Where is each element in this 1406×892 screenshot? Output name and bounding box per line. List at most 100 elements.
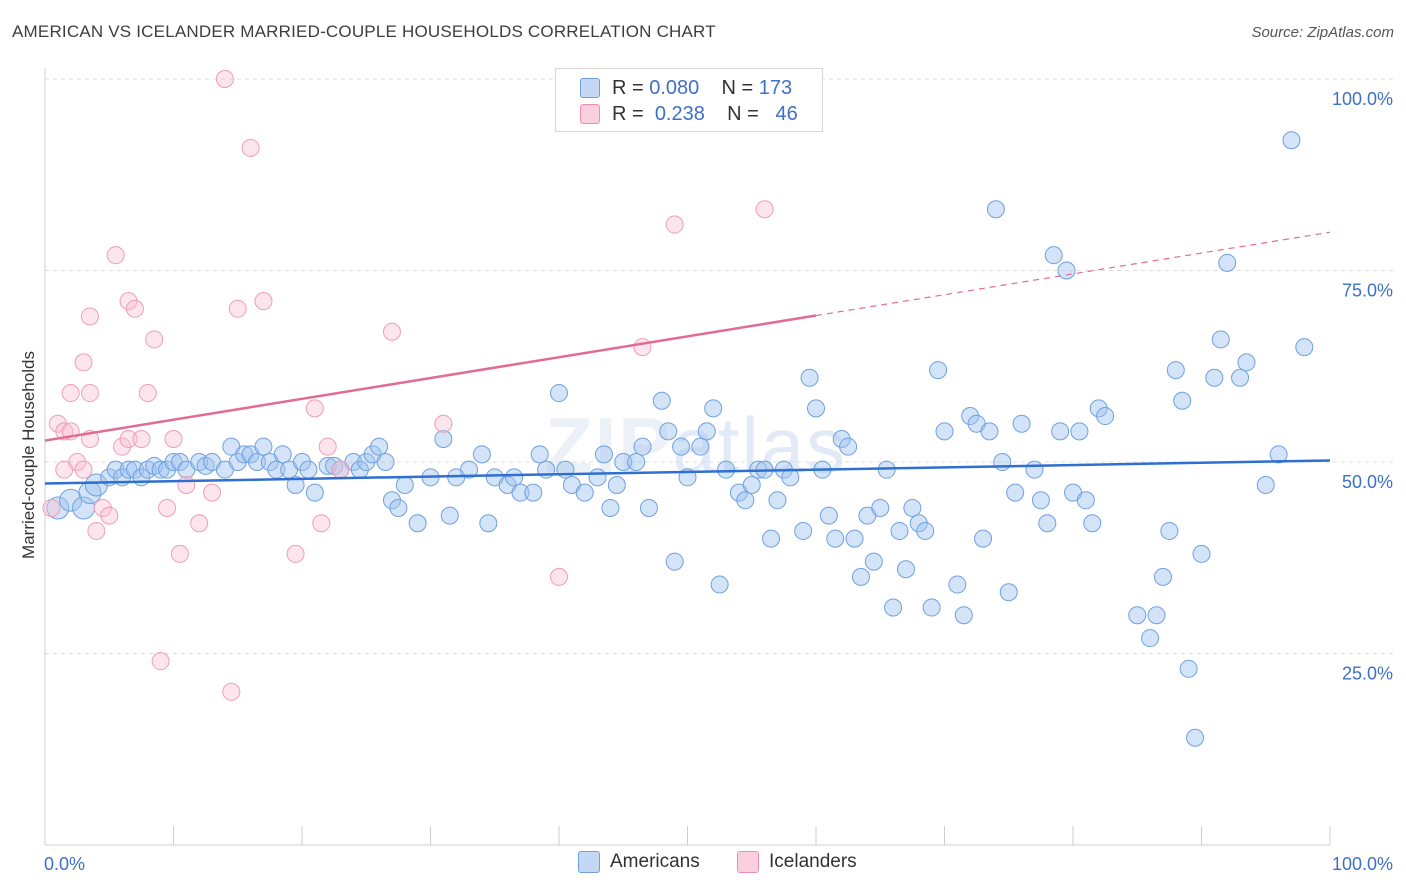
- american-point: [273, 445, 292, 464]
- icelander-point: [203, 483, 222, 502]
- icelander-point: [164, 430, 183, 449]
- american-point: [710, 575, 729, 594]
- y-tick-label: 50.0%: [1342, 472, 1393, 492]
- americans-trend-line: [44, 459, 1331, 485]
- american-point: [299, 460, 318, 479]
- american-point: [479, 514, 498, 533]
- icelander-point: [215, 70, 234, 88]
- american-point: [909, 514, 928, 533]
- american-point: [665, 552, 684, 571]
- american-point: [1147, 606, 1166, 625]
- american-point: [768, 491, 787, 510]
- icelander-point: [177, 475, 196, 494]
- icelander-point: [125, 299, 144, 318]
- american-point: [408, 514, 427, 533]
- american-point: [524, 483, 543, 502]
- american-point: [916, 521, 935, 540]
- american-point: [659, 422, 678, 441]
- icelander-point: [312, 514, 331, 533]
- icelander-point: [132, 430, 151, 449]
- icelander-point: [145, 330, 164, 349]
- correlation-legend: R = 0.080 N = 173 R = 0.238 N = 46: [555, 68, 823, 132]
- chart-source: Source: ZipAtlas.com: [1251, 24, 1394, 41]
- american-point: [807, 399, 825, 418]
- american-point: [607, 475, 626, 494]
- american-point: [1269, 445, 1288, 464]
- american-point: [1282, 131, 1301, 150]
- icelander-point: [138, 384, 157, 403]
- american-point: [1051, 422, 1070, 441]
- american-point: [717, 460, 736, 479]
- american-point: [376, 453, 395, 471]
- american-point: [948, 575, 967, 594]
- icelander-point: [190, 514, 209, 533]
- american-point: [704, 399, 723, 418]
- y-tick-label: 75.0%: [1342, 281, 1393, 301]
- american-point: [1192, 544, 1211, 563]
- american-point: [627, 453, 646, 471]
- american-point: [832, 430, 851, 449]
- american-point: [357, 453, 376, 471]
- legend-row-icelanders: R = 0.238 N = 46: [580, 102, 798, 126]
- american-point: [389, 498, 408, 517]
- american-point: [1211, 330, 1230, 349]
- american-point: [1025, 460, 1044, 479]
- icelander-point: [106, 246, 125, 265]
- american-point: [254, 437, 273, 456]
- icelander-point: [158, 498, 177, 517]
- legend-r-americans: 0.080: [649, 76, 700, 99]
- icelander-point: [87, 521, 106, 540]
- american-point: [890, 521, 909, 540]
- icelander-point: [633, 338, 652, 357]
- american-point: [980, 422, 999, 441]
- american-point: [434, 430, 453, 449]
- icelander-point: [119, 430, 138, 449]
- american-point: [864, 552, 883, 571]
- bottom-legend-icelanders: Icelanders: [737, 851, 857, 873]
- american-point: [961, 407, 980, 426]
- american-point: [614, 453, 633, 471]
- american-point: [652, 391, 671, 410]
- icelander-point: [665, 215, 684, 234]
- icelander-point: [241, 138, 260, 157]
- american-point: [1166, 361, 1185, 380]
- american-point: [511, 483, 530, 502]
- american-point: [460, 460, 479, 479]
- american-point: [639, 498, 658, 517]
- american-point: [871, 498, 890, 517]
- american-point: [1083, 514, 1102, 533]
- american-point: [84, 473, 108, 497]
- american-point: [46, 496, 70, 520]
- american-point: [370, 437, 389, 456]
- bottom-legend-swatch-americans: [578, 851, 600, 873]
- american-point: [293, 453, 311, 471]
- american-point: [305, 483, 324, 502]
- icelander-point: [550, 567, 568, 586]
- american-point: [903, 498, 922, 517]
- icelander-point: [228, 299, 247, 318]
- american-point: [1038, 514, 1057, 533]
- american-point: [530, 445, 549, 464]
- icelander-point: [80, 307, 99, 326]
- american-point: [672, 437, 691, 456]
- x-tick-label: 0.0%: [44, 854, 85, 874]
- american-point: [954, 606, 973, 625]
- american-point: [382, 491, 401, 510]
- icelander-point: [113, 437, 132, 456]
- american-point: [1012, 414, 1031, 433]
- american-point: [633, 437, 652, 456]
- american-point: [1179, 659, 1198, 678]
- american-point: [1044, 246, 1063, 265]
- american-point: [896, 560, 915, 579]
- american-point: [839, 437, 858, 456]
- american-point: [505, 468, 524, 487]
- american-point: [1153, 567, 1172, 586]
- american-point: [800, 368, 819, 387]
- american-point: [588, 468, 607, 487]
- american-point: [286, 475, 305, 494]
- american-point: [1006, 483, 1025, 502]
- american-point: [781, 468, 800, 487]
- icelander-point: [382, 322, 401, 341]
- american-point: [1205, 368, 1224, 387]
